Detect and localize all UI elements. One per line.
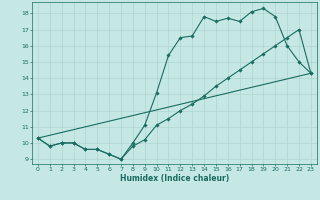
X-axis label: Humidex (Indice chaleur): Humidex (Indice chaleur): [120, 174, 229, 183]
